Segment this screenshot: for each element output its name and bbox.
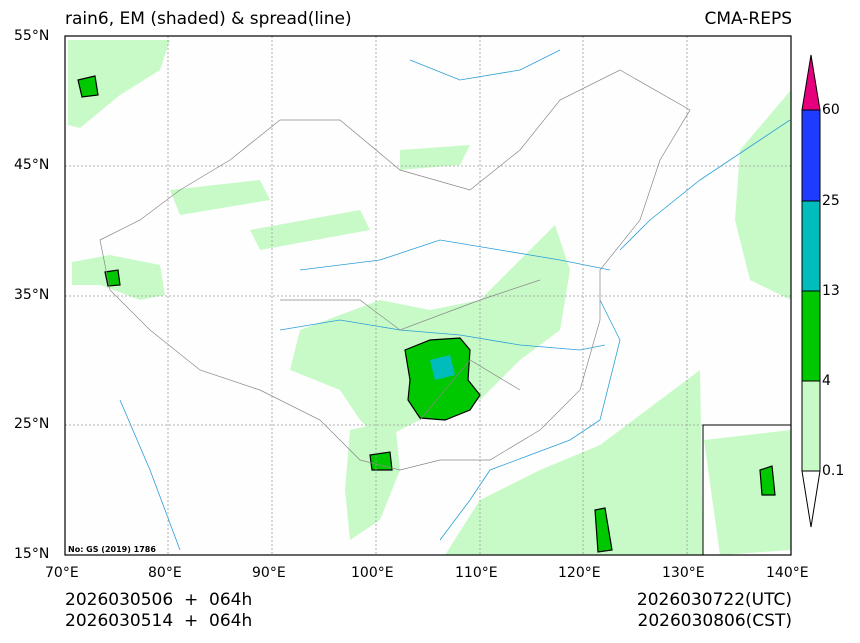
- rain-moderate-areas: [77, 75, 776, 553]
- lon-tick: 100°E: [351, 565, 394, 581]
- plot-title: rain6, EM (shaded) & spread(line): [65, 9, 352, 29]
- colorbar-extend-max: [801, 54, 821, 111]
- lat-tick: 35°N: [14, 287, 50, 303]
- graticule: [65, 36, 791, 555]
- lon-tick: 130°E: [662, 565, 705, 581]
- lat-tick: 45°N: [14, 157, 50, 173]
- coastlines-rivers: [119, 49, 791, 551]
- colorbar-label: 25: [822, 193, 840, 209]
- valid-time-utc: 2026030722(UTC): [636, 590, 792, 610]
- lat-tick: 25°N: [14, 416, 50, 432]
- lon-tick: 90°E: [252, 565, 286, 581]
- lon-tick: 140°E: [766, 565, 809, 581]
- lon-tick: 70°E: [45, 565, 79, 581]
- rain-heavy-area: [430, 355, 455, 380]
- colorbar-label: 0.1: [822, 463, 845, 479]
- init-time-cst: 2026030514 + 064h: [65, 611, 253, 631]
- colorbar-label: 4: [822, 373, 831, 389]
- lon-tick: 120°E: [558, 565, 601, 581]
- lat-tick: 55°N: [14, 28, 50, 44]
- colorbar-label: 60: [822, 102, 840, 118]
- map-approval-number: No: GS (2019) 1786: [68, 545, 156, 554]
- valid-time-cst: 2026030806(CST): [637, 611, 792, 631]
- init-time-utc: 2026030506 + 064h: [65, 590, 253, 610]
- model-name: CMA-REPS: [704, 9, 792, 29]
- colorbar-extend-min: [801, 470, 821, 528]
- province-borders: [99, 69, 691, 471]
- colorbar-label: 13: [822, 283, 840, 299]
- colorbar: [801, 54, 821, 528]
- lat-tick: 15°N: [14, 546, 50, 562]
- lon-tick: 80°E: [148, 565, 182, 581]
- lon-tick: 110°E: [455, 565, 498, 581]
